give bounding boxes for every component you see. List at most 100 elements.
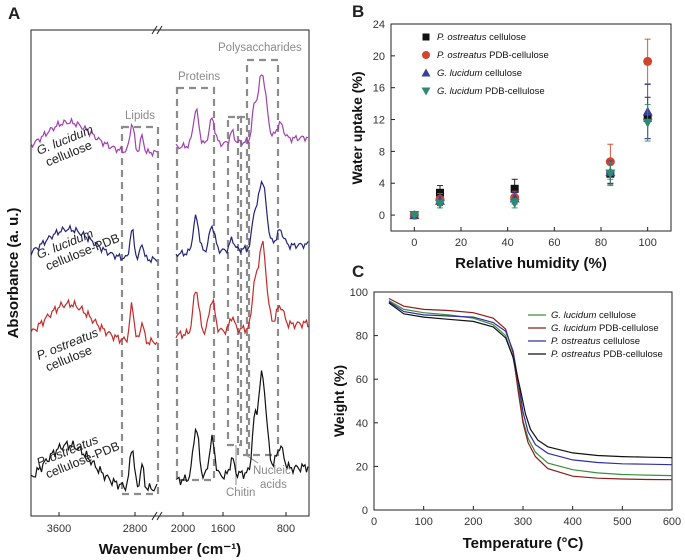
water-uptake-legend-marker — [421, 87, 431, 96]
panel-b-letter: B — [352, 2, 364, 21]
water-uptake-y-axis-title: Water uptake (%) — [349, 71, 365, 184]
water-uptake-legend-marker — [422, 33, 430, 41]
ftir-axis-break — [151, 25, 158, 35]
ftir-spectra — [30, 74, 309, 493]
polysaccharides-box — [245, 58, 280, 457]
ftir-panel: 3600 2800 2000 1600 800 Wavenumber (cm⁻¹) Ab… — [5, 25, 310, 558]
tga-curve — [388, 302, 673, 459]
tga-y-tick-label: 20 — [356, 461, 368, 473]
ftir-x-tick-label: 1600 — [211, 523, 235, 535]
tga-x-axis-title: Temperature (°C) — [463, 535, 584, 552]
water-uptake-y-tick-label: 12 — [373, 115, 385, 127]
tga-curves — [388, 297, 673, 481]
water-uptake-x-tick-label: 60 — [548, 237, 560, 249]
ftir-y-axis-title: Absorbance (a. u.) — [5, 208, 22, 339]
water-uptake-legend-label: P. ostreatus cellulose — [437, 32, 526, 43]
tga-x-tick-label: 300 — [514, 516, 532, 528]
lipids-box — [120, 125, 160, 496]
water-uptake-x-tick-label: 0 — [411, 237, 417, 249]
ftir-axis-break — [151, 511, 158, 521]
water-uptake-x-tick-label: 100 — [638, 237, 656, 249]
annotation-chitin: Chitin — [226, 487, 255, 499]
ftir-x-tick-label: 2800 — [123, 523, 147, 535]
annotation-acids: acids — [260, 479, 287, 491]
panel-c-letter: C — [352, 262, 364, 281]
ftir-axis-break — [156, 25, 163, 35]
tga-x-tick-label: 400 — [563, 516, 581, 528]
ftir-region-boxes — [120, 58, 280, 496]
annotation-lipids: Lipids — [125, 110, 155, 122]
water-uptake-legend: P. ostreatus cellulose P. ostreatus PDB-c… — [421, 32, 549, 97]
water-uptake-point — [509, 199, 520, 209]
tga-ticks: 0 100 200 300 400 500 600 0 20 40 60 80 100 — [350, 287, 682, 528]
tga-x-tick-label: 600 — [663, 516, 681, 528]
water-uptake-x-tick-label: 40 — [502, 237, 514, 249]
tga-y-tick-label: 60 — [356, 374, 368, 386]
water-uptake-legend-marker — [422, 51, 430, 59]
ftir-spectrum-line — [175, 370, 309, 486]
tga-legend-label: P. ostreatus cellulose — [551, 336, 640, 347]
ftir-spectrum-line — [175, 179, 309, 258]
ftir-spectrum-line — [175, 240, 309, 341]
tga-x-tick-label: 100 — [414, 516, 432, 528]
chitin-box — [226, 115, 243, 447]
annotation-polysaccharides: Polysaccharides — [218, 42, 302, 54]
tga-x-tick-label: 500 — [613, 516, 631, 528]
tga-curve — [388, 297, 673, 481]
ftir-x-axis-title: Wavenumber (cm⁻¹) — [99, 541, 241, 558]
ftir-spectrum-line — [30, 439, 158, 493]
ftir-axis-break — [156, 511, 163, 521]
tga-legend-label: G. lucidum PDB-cellulose — [551, 323, 659, 334]
tga-y-tick-label: 40 — [356, 418, 368, 430]
water-uptake-legend-label: P. ostreatus PDB-cellulose — [437, 50, 549, 61]
water-uptake-point — [642, 118, 653, 128]
water-uptake-legend-marker — [421, 68, 431, 77]
tga-y-tick-label: 0 — [362, 505, 368, 517]
water-uptake-y-tick-label: 24 — [373, 19, 385, 31]
water-uptake-points — [409, 38, 653, 221]
water-uptake-point — [510, 184, 519, 193]
ftir-x-tick-label: 2000 — [171, 523, 195, 535]
water-uptake-panel: 0 20 40 60 80 100 0 4 8 12 16 20 24 P. ostreatus cel… — [349, 19, 672, 272]
proteins-box — [175, 86, 216, 482]
tga-legend-label: P. ostreatus PDB-cellulose — [551, 349, 663, 360]
ftir-x-tick-label: 3600 — [47, 523, 71, 535]
water-uptake-x-tick-label: 20 — [455, 237, 467, 249]
annotation-nucleic: Nucleic — [253, 465, 291, 477]
tga-panel: 0 100 200 300 400 500 600 0 20 40 60 80 100 G. lucid… — [331, 287, 681, 552]
ftir-spectrum-line — [30, 298, 158, 346]
tga-y-tick-label: 100 — [350, 287, 368, 299]
water-uptake-y-tick-label: 16 — [373, 83, 385, 95]
ftir-spectrum-line — [30, 224, 158, 264]
tga-legend: G. lucidum cellulose G. lucidum PDB-cellu… — [528, 310, 663, 360]
tga-curve — [388, 301, 673, 466]
ftir-spectrum-line — [175, 74, 309, 150]
water-uptake-point — [605, 169, 616, 179]
water-uptake-legend-label: G. lucidum PDB-cellulose — [437, 86, 545, 97]
ftir-spectrum-line — [30, 116, 158, 158]
water-uptake-y-tick-label: 4 — [379, 178, 385, 190]
water-uptake-x-tick-label: 80 — [595, 237, 607, 249]
nucleic-acids-leader — [245, 454, 259, 464]
annotation-proteins: Proteins — [178, 71, 220, 83]
tga-y-axis-title: Weight (%) — [331, 365, 347, 437]
tga-legend-label: G. lucidum cellulose — [551, 310, 636, 321]
water-uptake-y-tick-label: 8 — [379, 146, 385, 158]
water-uptake-frame — [390, 23, 672, 232]
tga-y-tick-label: 80 — [356, 331, 368, 343]
tga-x-tick-label: 200 — [464, 516, 482, 528]
water-uptake-legend-label: G. lucidum cellulose — [437, 68, 522, 79]
ftir-x-ticks: 3600 2800 2000 1600 800 — [47, 25, 295, 535]
panel-a-letter: A — [8, 4, 20, 23]
water-uptake-y-tick-label: 0 — [379, 210, 385, 222]
water-uptake-x-axis-title: Relative humidity (%) — [455, 255, 607, 272]
water-uptake-point — [409, 211, 420, 221]
tga-x-tick-label: 0 — [371, 516, 377, 528]
ftir-frame — [30, 29, 310, 517]
